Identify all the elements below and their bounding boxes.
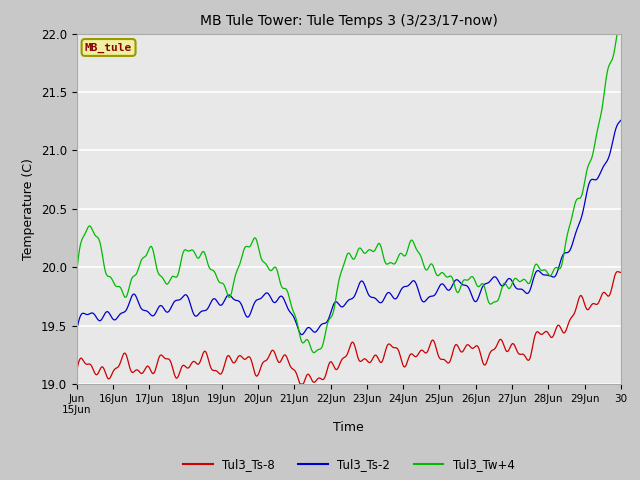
Tul3_Ts-2 bbox=[325, 315, 333, 321]
Tul3_Ts-8 bbox=[304, 372, 312, 377]
Tul3_Tw+4 bbox=[383, 261, 390, 267]
Title: MB Tule Tower: Tule Temps 3 (3/23/17-now): MB Tule Tower: Tule Temps 3 (3/23/17-now… bbox=[200, 14, 498, 28]
Tul3_Ts-8 bbox=[383, 344, 390, 350]
Tul3_Tw+4 bbox=[617, 25, 625, 31]
Tul3_Ts-8 bbox=[137, 371, 145, 376]
Tul3_Ts-8 bbox=[115, 363, 123, 369]
Line: Tul3_Tw+4: Tul3_Tw+4 bbox=[77, 28, 621, 353]
Tul3_Ts-8 bbox=[614, 269, 621, 275]
Y-axis label: Temperature (C): Temperature (C) bbox=[22, 158, 35, 260]
Tul3_Tw+4 bbox=[73, 268, 81, 274]
Tul3_Ts-8 bbox=[316, 375, 323, 381]
Text: MB_tule: MB_tule bbox=[85, 42, 132, 53]
Tul3_Tw+4 bbox=[316, 347, 323, 352]
Tul3_Ts-2 bbox=[115, 312, 123, 318]
Legend: Tul3_Ts-8, Tul3_Ts-2, Tul3_Tw+4: Tul3_Ts-8, Tul3_Ts-2, Tul3_Tw+4 bbox=[179, 454, 519, 476]
Tul3_Ts-8 bbox=[296, 381, 304, 387]
Tul3_Tw+4 bbox=[310, 350, 317, 356]
Line: Tul3_Ts-2: Tul3_Ts-2 bbox=[77, 120, 621, 335]
X-axis label: Time: Time bbox=[333, 421, 364, 434]
Tul3_Tw+4 bbox=[137, 258, 145, 264]
Tul3_Ts-8 bbox=[325, 361, 333, 367]
Tul3_Tw+4 bbox=[304, 337, 312, 343]
Tul3_Ts-8 bbox=[617, 269, 625, 275]
Tul3_Tw+4 bbox=[614, 25, 622, 31]
Tul3_Ts-2 bbox=[304, 324, 312, 330]
Tul3_Tw+4 bbox=[115, 284, 123, 289]
Tul3_Ts-2 bbox=[316, 324, 323, 330]
Tul3_Ts-2 bbox=[73, 326, 81, 332]
Tul3_Ts-2 bbox=[383, 291, 390, 297]
Tul3_Tw+4 bbox=[325, 317, 333, 323]
Tul3_Ts-2 bbox=[298, 332, 306, 337]
Tul3_Ts-8 bbox=[73, 367, 81, 373]
Line: Tul3_Ts-8: Tul3_Ts-8 bbox=[77, 272, 621, 384]
Tul3_Ts-2 bbox=[617, 118, 625, 123]
Tul3_Ts-2 bbox=[137, 305, 145, 311]
